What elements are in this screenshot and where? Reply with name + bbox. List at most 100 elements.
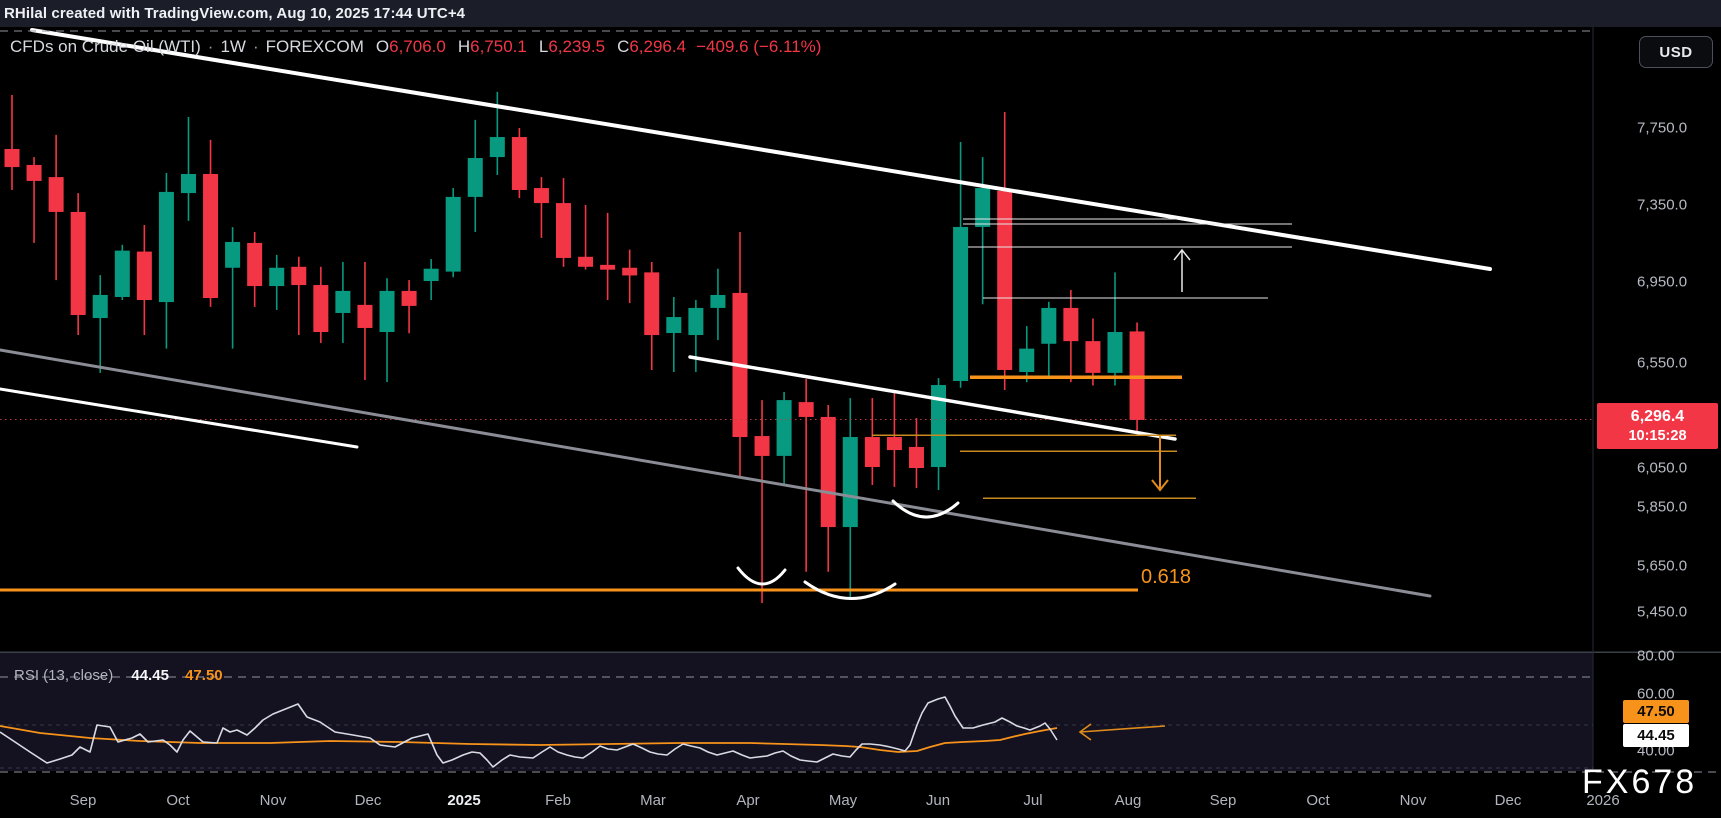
- candle-body: [423, 268, 439, 282]
- rsi-value-badge: 44.45: [1623, 724, 1689, 747]
- candle-body: [511, 137, 527, 190]
- candle-body: [710, 294, 726, 308]
- time-axis-label: Nov: [1399, 792, 1427, 809]
- candle-body: [864, 437, 880, 468]
- rsi-current-value: 44.45: [131, 667, 169, 684]
- price-axis-label: 5,450.0: [1637, 603, 1688, 621]
- bottom-arc-drawing[interactable]: [736, 566, 787, 586]
- interval-label[interactable]: 1W: [220, 37, 246, 56]
- candle-body: [313, 285, 329, 333]
- candle-body: [335, 290, 351, 313]
- candle-body: [26, 164, 42, 181]
- time-axis-label: Dec: [354, 792, 382, 809]
- symbol-title[interactable]: CFDs on Crude Oil (WTI): [10, 37, 201, 56]
- fib-retracement-label[interactable]: 0.618: [1141, 566, 1192, 588]
- bar-countdown-timer: 10:15:28: [1628, 427, 1687, 444]
- fx678-watermark: FX678: [1582, 763, 1698, 801]
- candle-body: [1107, 332, 1123, 373]
- candle-body: [4, 148, 20, 168]
- candle-body: [776, 400, 792, 456]
- candle-body: [489, 137, 505, 158]
- change-value: −409.6 (−6.11%): [696, 37, 822, 56]
- current-price-value: 6,296.4: [1630, 407, 1685, 425]
- candle-body: [931, 385, 947, 468]
- candle-body: [70, 211, 86, 316]
- candle-body: [798, 402, 814, 417]
- time-axis-label: Apr: [736, 792, 760, 809]
- price-axis-label: 80.00: [1637, 647, 1675, 665]
- time-axis-label: Feb: [545, 792, 571, 809]
- rsi-arrow-shaft[interactable]: [1079, 725, 1166, 733]
- mid-white-trendline[interactable]: [688, 355, 1177, 441]
- bottom-arc-drawing[interactable]: [891, 499, 960, 519]
- candle-body: [820, 416, 836, 528]
- header-separator: ·: [252, 37, 259, 56]
- price-axis-label: 7,350.0: [1637, 196, 1688, 214]
- time-axis-label: Dec: [1494, 792, 1522, 809]
- time-axis-label: Oct: [166, 792, 190, 809]
- candle-body: [666, 317, 682, 334]
- time-axis-label: Aug: [1114, 792, 1142, 809]
- price-axis-label: 5,650.0: [1637, 557, 1688, 575]
- close-value: 6,296.4: [629, 37, 687, 56]
- low-value: 6,239.5: [548, 37, 606, 56]
- down-arrow-head: [1151, 479, 1169, 492]
- rsi-ma-badge: 47.50: [1623, 700, 1689, 723]
- candle-body: [1085, 341, 1101, 373]
- candle-body: [269, 267, 285, 287]
- candle-body: [644, 272, 660, 336]
- candle-body: [114, 250, 130, 297]
- attribution-bar: RHilal created with TradingView.com, Aug…: [0, 0, 1721, 27]
- candle-body: [556, 203, 571, 258]
- time-axis-label: 2026: [1586, 792, 1620, 809]
- rsi-ma-line: [0, 725, 1058, 753]
- candle-body: [975, 188, 991, 227]
- candle-body: [953, 226, 969, 381]
- rsi-ma-value: 47.50: [185, 667, 223, 684]
- rsi-line: [0, 696, 1058, 768]
- open-value: 6,706.0: [389, 37, 446, 56]
- up-arrow-head: [1173, 248, 1191, 261]
- candle-body: [445, 196, 461, 272]
- rsi-indicator-title[interactable]: RSI (13, close): [14, 667, 114, 684]
- upper-channel-trendline[interactable]: [30, 28, 1492, 271]
- bottom-arc-drawing[interactable]: [803, 580, 897, 600]
- candle-body: [578, 256, 594, 267]
- candle-body: [754, 436, 770, 456]
- candle-body: [225, 241, 241, 268]
- candle-body: [842, 437, 858, 528]
- time-axis-label: May: [828, 792, 858, 809]
- open-prefix: O: [375, 37, 390, 56]
- candle-body: [600, 264, 616, 270]
- high-prefix: H: [457, 37, 471, 56]
- price-axis-label: 60.00: [1637, 685, 1675, 703]
- gray-trendline[interactable]: [0, 348, 1432, 598]
- high-value: 6,750.1: [470, 37, 527, 56]
- currency-button[interactable]: USD: [1639, 36, 1713, 68]
- lower-left-channel-segment[interactable]: [0, 387, 359, 449]
- candle-body: [401, 290, 417, 306]
- price-axis-label: 6,550.0: [1637, 354, 1688, 372]
- price-axis-label: 5,850.0: [1637, 498, 1688, 516]
- close-prefix: C: [617, 37, 630, 56]
- time-axis-label: Oct: [1306, 792, 1330, 809]
- candle-body: [48, 177, 64, 212]
- symbol-header: CFDs on Crude Oil (WTI) · 1W · FOREXCOM O6,70…: [10, 37, 821, 57]
- candle-body: [291, 266, 307, 286]
- time-axis-label: Mar: [640, 792, 666, 809]
- candle-body: [908, 446, 924, 468]
- candle-body: [1041, 307, 1057, 344]
- low-prefix: L: [538, 37, 549, 56]
- candle-body: [1063, 307, 1079, 342]
- candle-body: [533, 188, 549, 204]
- candle-body: [92, 294, 108, 319]
- attribution-text: RHilal created with TradingView.com, Aug…: [4, 5, 466, 22]
- candle-body: [203, 174, 219, 298]
- candle-body: [379, 290, 395, 333]
- time-axis-label: Sep: [69, 792, 97, 809]
- candle-body: [357, 304, 373, 328]
- candle-body: [467, 158, 483, 197]
- candle-body: [158, 191, 174, 303]
